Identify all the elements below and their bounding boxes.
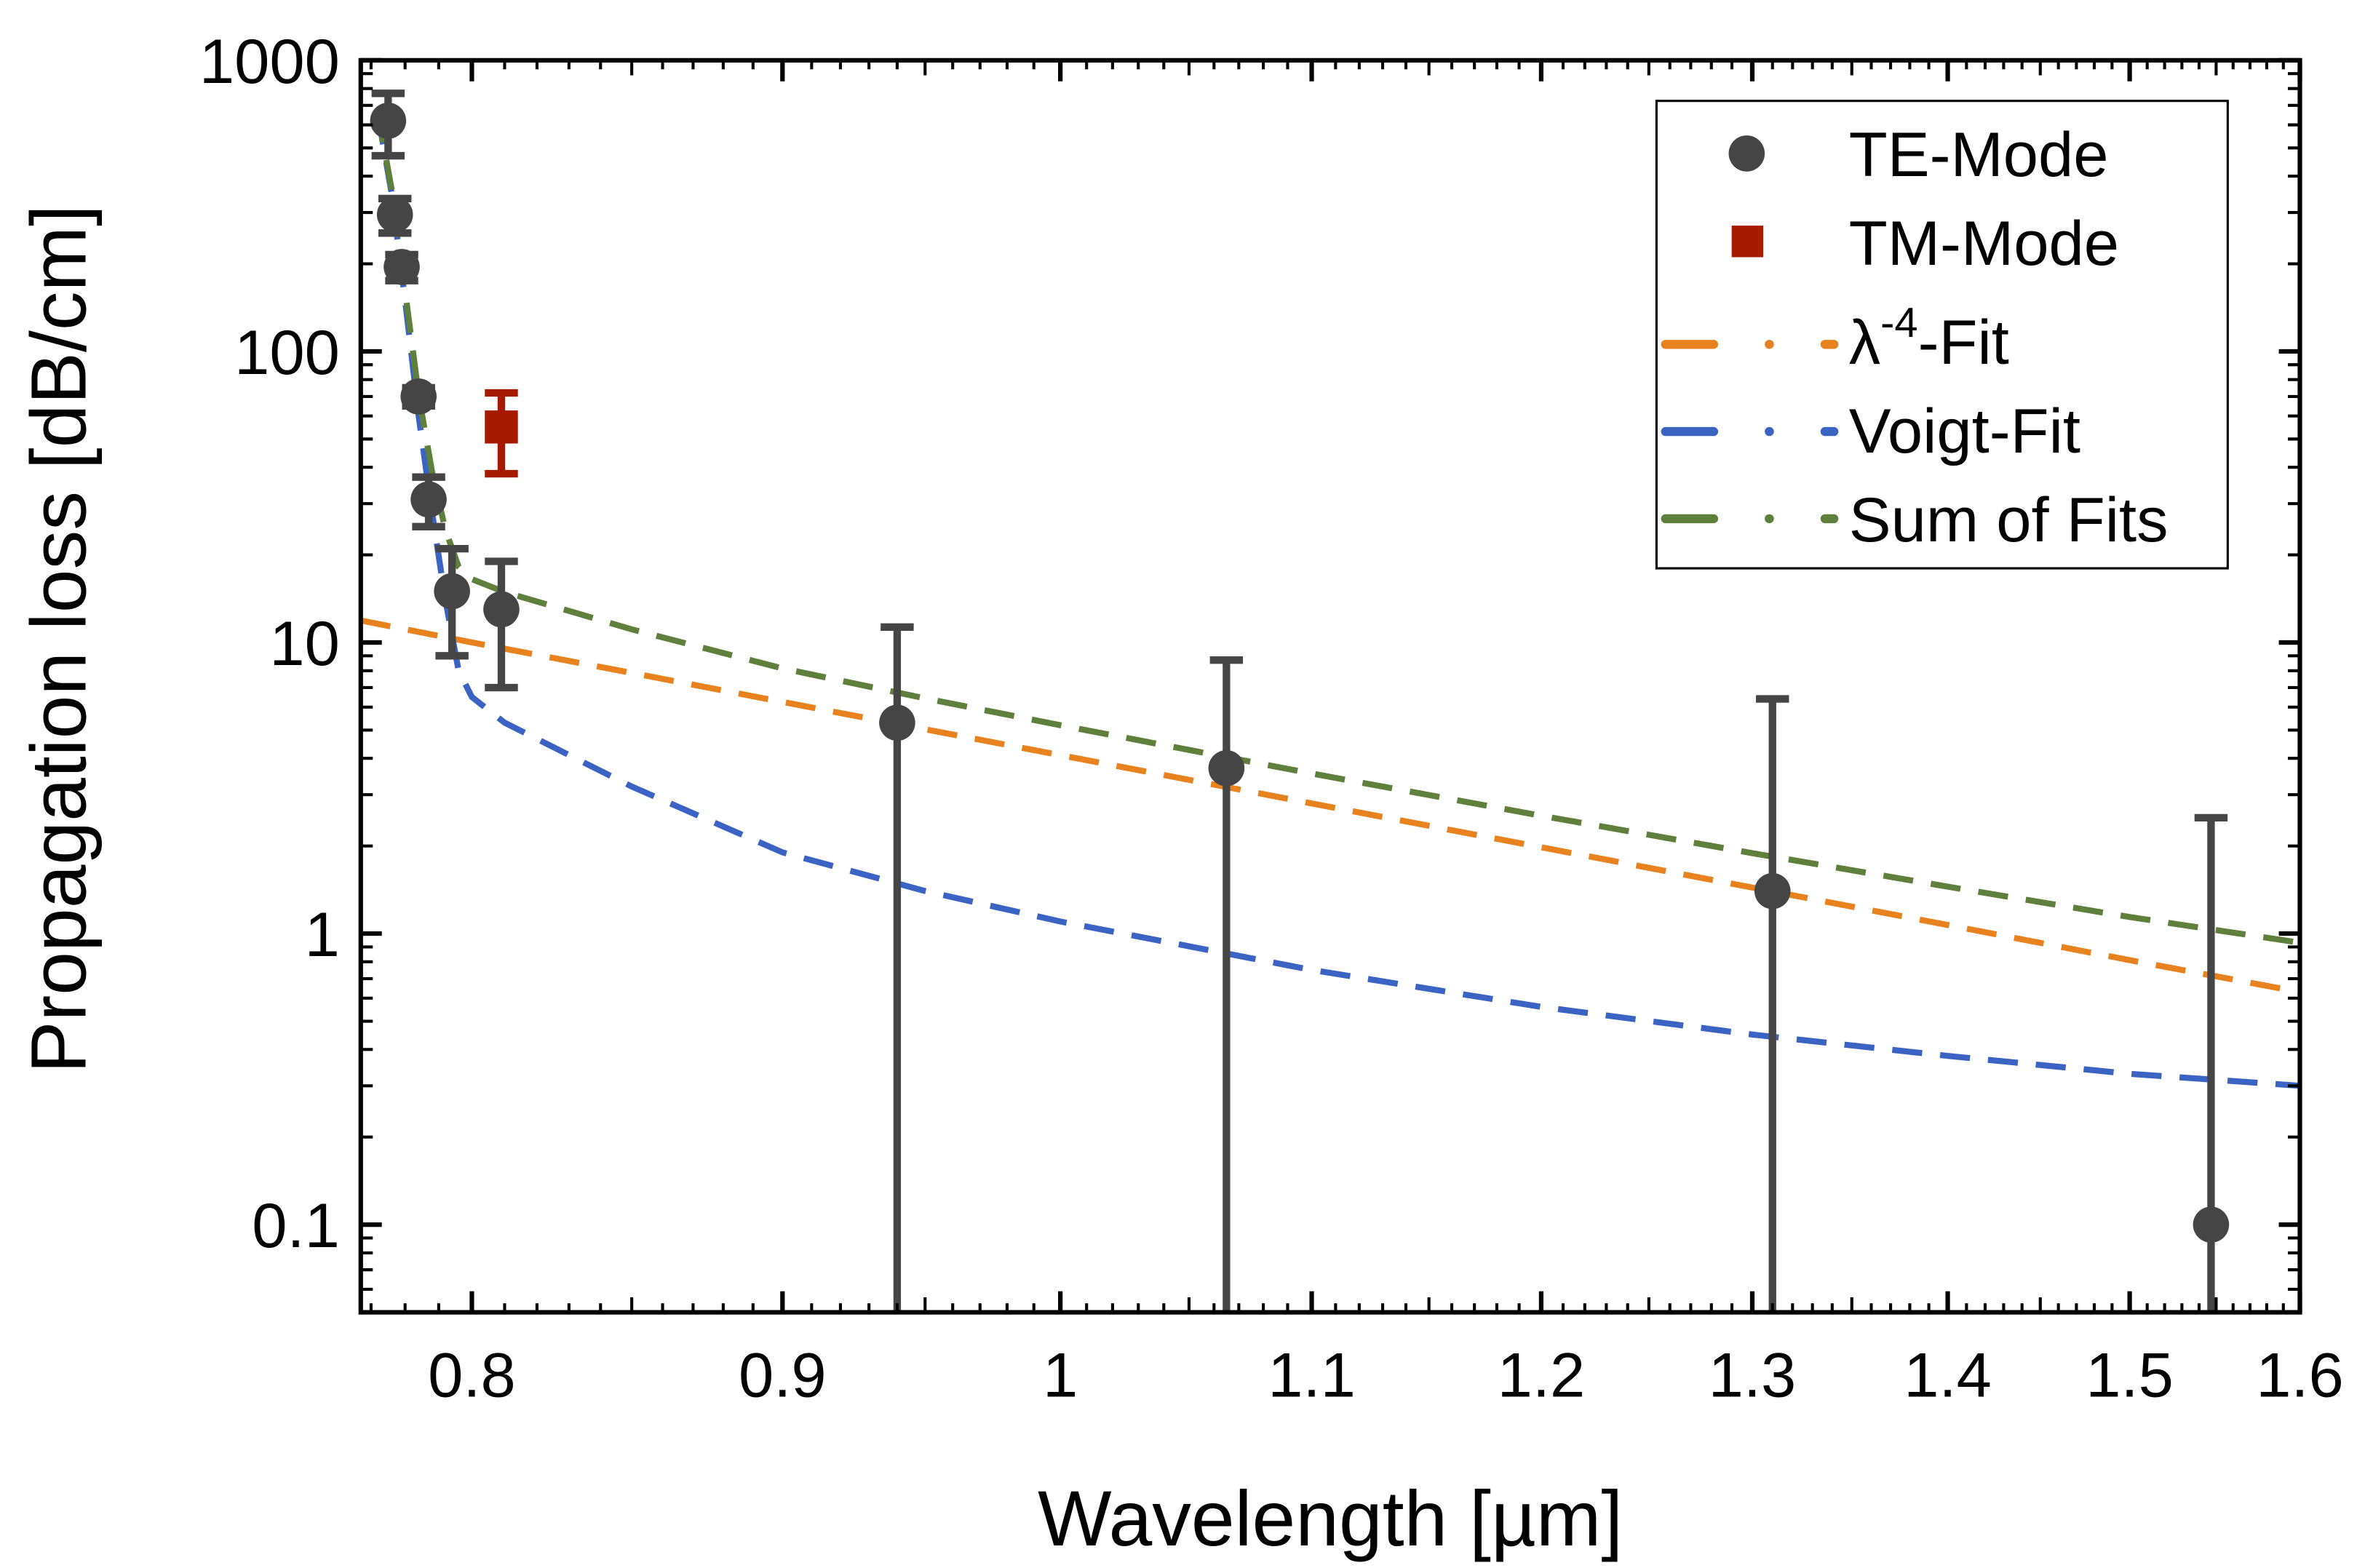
axes: 0.8 0.9 1 1.1 1.2 1.3 1.4 1.5 1.6 0.1 1 10 100 1000 xyxy=(199,26,2344,1410)
te-mode-point xyxy=(370,103,407,139)
legend-label-sum: Sum of Fits xyxy=(1849,485,2169,555)
y-tick-label: 0.1 xyxy=(252,1190,340,1261)
legend-box xyxy=(1655,100,2229,570)
te-mode-point xyxy=(383,249,420,285)
x-tick-label: 1.1 xyxy=(1268,1340,1356,1410)
legend: TE-Mode TM-Mode λ-4-Fit Voigt-Fit Sum of… xyxy=(1655,100,2229,570)
x-axis-label: Wavelength [µm] xyxy=(1038,1475,1623,1562)
data-points xyxy=(370,89,2230,1313)
legend-label-te: TE-Mode xyxy=(1849,119,2109,190)
te-mode-point xyxy=(1208,749,1245,787)
y-tick-label: 100 xyxy=(234,317,340,388)
fit-line-3 xyxy=(375,114,2300,1089)
te-mode-point xyxy=(2193,1206,2230,1243)
legend-label-lambda-rest: -Fit xyxy=(1918,307,2009,378)
x-tick-label: 1.6 xyxy=(2256,1340,2344,1410)
fit-line-4 xyxy=(375,112,2300,946)
fit-lines xyxy=(360,112,2300,1089)
legend-marker-tm xyxy=(1731,226,1764,258)
x-tick-label: 1.5 xyxy=(2086,1340,2174,1410)
tm-mode-point xyxy=(485,410,518,444)
te-mode-point xyxy=(1754,872,1791,910)
fit-line-2 xyxy=(360,617,2300,995)
x-tick-label: 1 xyxy=(1043,1340,1078,1410)
te-mode-point xyxy=(410,481,447,518)
te-mode-point xyxy=(879,704,915,741)
legend-label-voigt: Voigt-Fit xyxy=(1849,396,2080,466)
te-mode-point xyxy=(376,196,413,233)
y-tick-label: 1000 xyxy=(199,26,340,97)
y-tick-label: 10 xyxy=(269,608,340,679)
y-tick-label: 1 xyxy=(305,899,340,970)
legend-label-lambda-main: λ xyxy=(1849,307,1880,378)
legend-label-lambda: λ-4-Fit xyxy=(1849,300,2009,378)
legend-marker-te xyxy=(1728,135,1765,172)
x-tick-label: 1.2 xyxy=(1498,1340,1586,1410)
y-axis-label: Propagation loss [dB/cm] xyxy=(15,204,103,1073)
x-tick-label: 1.3 xyxy=(1709,1340,1797,1410)
x-tick-label: 1.4 xyxy=(1904,1340,1992,1410)
legend-label-lambda-sup: -4 xyxy=(1880,300,1917,346)
legend-label-tm: TM-Mode xyxy=(1849,208,2119,279)
x-tick-label: 0.8 xyxy=(428,1340,516,1410)
te-mode-point xyxy=(400,378,437,415)
x-tick-label: 0.9 xyxy=(739,1340,827,1410)
te-mode-point xyxy=(483,591,520,628)
te-mode-point xyxy=(434,573,470,610)
